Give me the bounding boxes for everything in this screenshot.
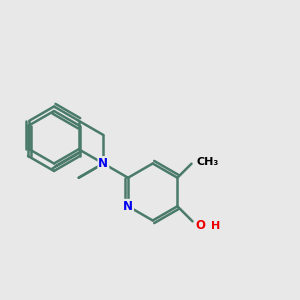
Text: H: H bbox=[212, 221, 221, 231]
Text: O: O bbox=[195, 219, 205, 232]
Text: CH₃: CH₃ bbox=[196, 157, 218, 167]
Text: N: N bbox=[123, 200, 133, 213]
Text: N: N bbox=[98, 157, 108, 170]
